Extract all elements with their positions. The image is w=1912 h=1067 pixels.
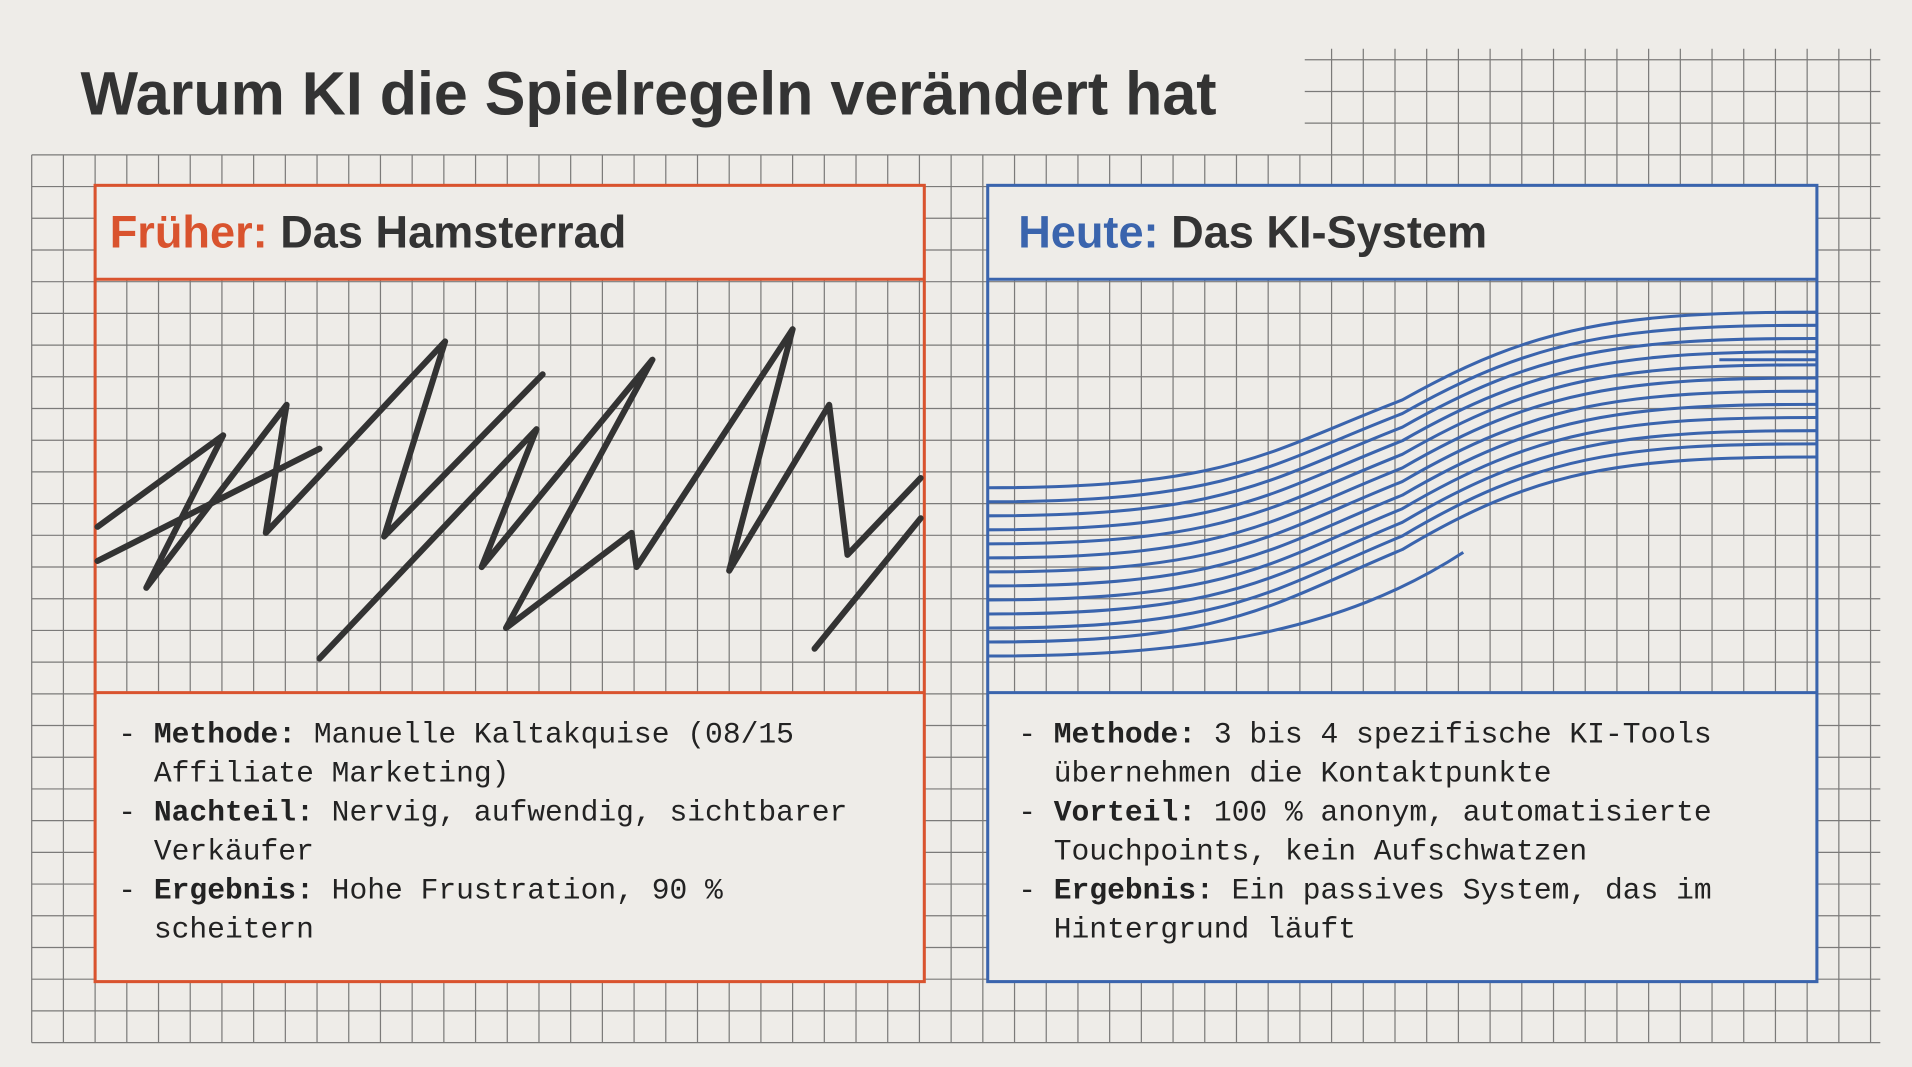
flow-line (987, 336, 1816, 518)
flow-line (987, 389, 1816, 574)
flow-line (987, 350, 1816, 532)
title: Warum KI die Spielregeln verändert hat (80, 58, 1234, 130)
flow-line (987, 310, 1816, 490)
bullet-text: Nervig, aufwendig, sichtbarer Verkäufer (153, 797, 848, 870)
bullet-text: Ein passives System, das im Hintergrund … (1053, 875, 1712, 948)
flow-line (987, 442, 1816, 630)
flow-line (987, 402, 1816, 588)
bullet-label: Methode: (153, 719, 297, 753)
bullet: Methode: Manuelle Kaltakquise (08/15 Aff… (118, 717, 875, 795)
flow-line (987, 551, 1465, 658)
flow-line (987, 363, 1816, 546)
panel-label: Früher: (109, 207, 268, 258)
bullet-text: Manuelle Kaltakquise (08/15 Affiliate Ma… (153, 719, 794, 792)
panel-header-bg (95, 185, 925, 280)
bullet: Ergebnis: Ein passives System, das im Hi… (1018, 873, 1775, 951)
panel-header-bg (987, 185, 1817, 280)
scribble (316, 326, 924, 662)
panel-heading: Früher: Das Hamsterrad (110, 207, 627, 258)
flow-line (987, 376, 1816, 560)
scribble (811, 515, 924, 652)
bullet-label: Vorteil: (1053, 797, 1197, 831)
scribble (94, 445, 323, 564)
bullet-text: Hohe Frustration, 90 % scheitern (153, 875, 723, 948)
bullet: Methode: 3 bis 4 spezifische KI-Tools üb… (1018, 717, 1775, 795)
bullet-list: Methode: 3 bis 4 spezifische KI-Tools üb… (1018, 717, 1775, 951)
bullet-label: Nachteil: (153, 797, 314, 831)
flow-line (987, 429, 1816, 616)
panel-title: Das Hamsterrad (280, 207, 627, 258)
flow-line (987, 455, 1816, 644)
bullet-label: Methode: (1053, 719, 1197, 753)
bullet-text: 100 % anonym, automatisierte Touchpoints… (1053, 797, 1712, 870)
bullet: Vorteil: 100 % anonym, automatisierte To… (1018, 795, 1775, 873)
panel-border (986, 183, 1819, 984)
bullet-text: 3 bis 4 spezifische KI-Tools übernehmen … (1053, 719, 1712, 792)
bullet: Nachteil: Nervig, aufwendig, sichtbarer … (118, 795, 875, 873)
flow-line (987, 323, 1816, 504)
bullet-list: Methode: Manuelle Kaltakquise (08/15 Aff… (118, 717, 875, 951)
panel-label: Heute: (1018, 207, 1159, 258)
bullet-label: Ergebnis: (1053, 875, 1214, 909)
bullet-label: Ergebnis: (153, 875, 314, 909)
panel-title: Das KI-System (1171, 207, 1488, 258)
panel-heading: Heute: Das KI-System (1018, 207, 1487, 258)
bullet: Ergebnis: Hohe Frustration, 90 % scheite… (118, 873, 875, 951)
panel-border (93, 183, 926, 984)
flow-line (987, 415, 1816, 602)
